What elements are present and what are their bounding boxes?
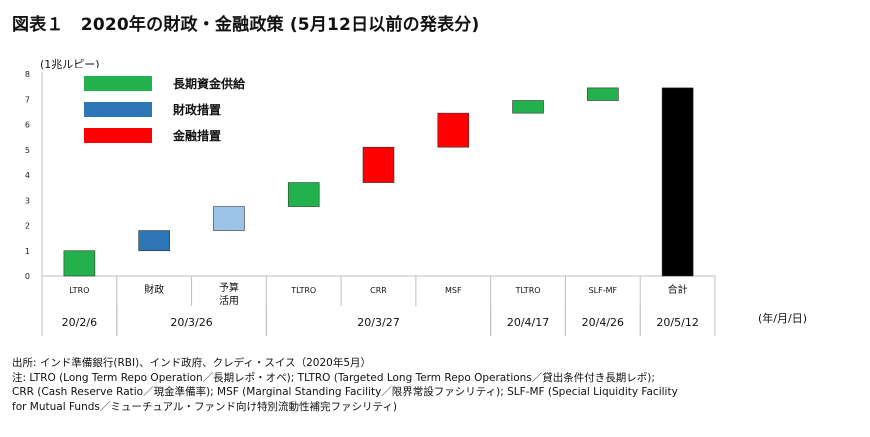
date-labels: 20/2/6 20/3/26 20/3/27 20/4/17 20/4/26 20/5/1… <box>41 306 716 336</box>
y-axis-unit: (1兆ルピー) <box>40 58 100 71</box>
chart-notes: 出所: インド準備銀行(RBI)、インド政府、クレディ・スイス（2020年5月）… <box>12 356 678 414</box>
legend-swatch <box>84 128 152 143</box>
y-tick-label: 5 <box>25 146 30 155</box>
category-label: SLF-MF <box>589 286 618 295</box>
y-tick-label: 3 <box>25 196 30 205</box>
date-label: 20/3/27 <box>357 316 399 329</box>
category-label: 予算活用 <box>219 281 239 307</box>
category-label: TLTRO <box>515 286 541 295</box>
legend-label: 長期資金供給 <box>173 76 246 91</box>
bar-4 <box>362 146 395 183</box>
chart-title: 図表１ 2020年の財政・金融政策 (5月12日以前の発表分) <box>12 15 480 35</box>
legend-swatch <box>84 76 152 91</box>
note-line-3: for Mutual Funds／ミューチュアル・ファンド向け特別流動性補完ファ… <box>12 400 398 413</box>
category-label: 合計 <box>668 283 688 296</box>
chart-axes: 0 1 2 3 4 5 6 7 8 <box>25 70 716 306</box>
chart-bars <box>63 87 694 277</box>
date-label: 20/5/12 <box>656 316 698 329</box>
date-label: 20/3/26 <box>170 316 212 329</box>
y-tick-label: 1 <box>25 247 30 256</box>
y-tick-label: 7 <box>25 95 30 104</box>
bar-6 <box>512 100 544 114</box>
date-label: 20/2/6 <box>62 316 97 329</box>
bar-2 <box>213 206 245 231</box>
bar-7 <box>587 87 619 101</box>
category-label: 財政 <box>144 283 164 296</box>
note-line-1: 注: LTRO (Long Term Repo Operation／長期レポ・オ… <box>12 371 655 384</box>
legend-swatch <box>84 102 152 117</box>
note-line-2: CRR (Cash Reserve Ratio／現金準備率); MSF (Mar… <box>12 386 678 398</box>
legend-label: 金融措置 <box>172 128 221 143</box>
date-label: 20/4/26 <box>582 316 624 329</box>
y-tick-label: 6 <box>25 121 30 130</box>
y-tick-label: 4 <box>25 171 30 180</box>
category-label: MSF <box>445 286 462 295</box>
category-label: CRR <box>370 286 387 295</box>
category-label: TLTRO <box>290 286 316 295</box>
date-label: 20/4/17 <box>507 316 549 329</box>
y-tick-label: 0 <box>25 272 30 281</box>
category-labels: LTRO 財政 予算活用 TLTRO CRR MSF TLTRO SLF-MF 合計 <box>69 281 687 307</box>
bar-1 <box>138 230 170 252</box>
bar-8 <box>661 87 694 277</box>
bar-3 <box>287 182 320 207</box>
source-note: 出所: インド準備銀行(RBI)、インド政府、クレディ・スイス（2020年5月） <box>12 357 372 369</box>
y-tick-label: 8 <box>25 70 30 79</box>
category-label: LTRO <box>69 286 89 295</box>
y-tick-label: 2 <box>25 222 30 231</box>
waterfall-chart: 0 1 2 3 4 5 6 7 8 LTRO 財政 予算活用 TLTRO CRR MSF TLTRO SLF-… <box>25 68 716 336</box>
date-unit: (年/月/日) <box>758 312 807 325</box>
bar-5 <box>437 112 470 148</box>
legend-label: 財政措置 <box>172 102 221 117</box>
bar-0 <box>63 250 96 277</box>
